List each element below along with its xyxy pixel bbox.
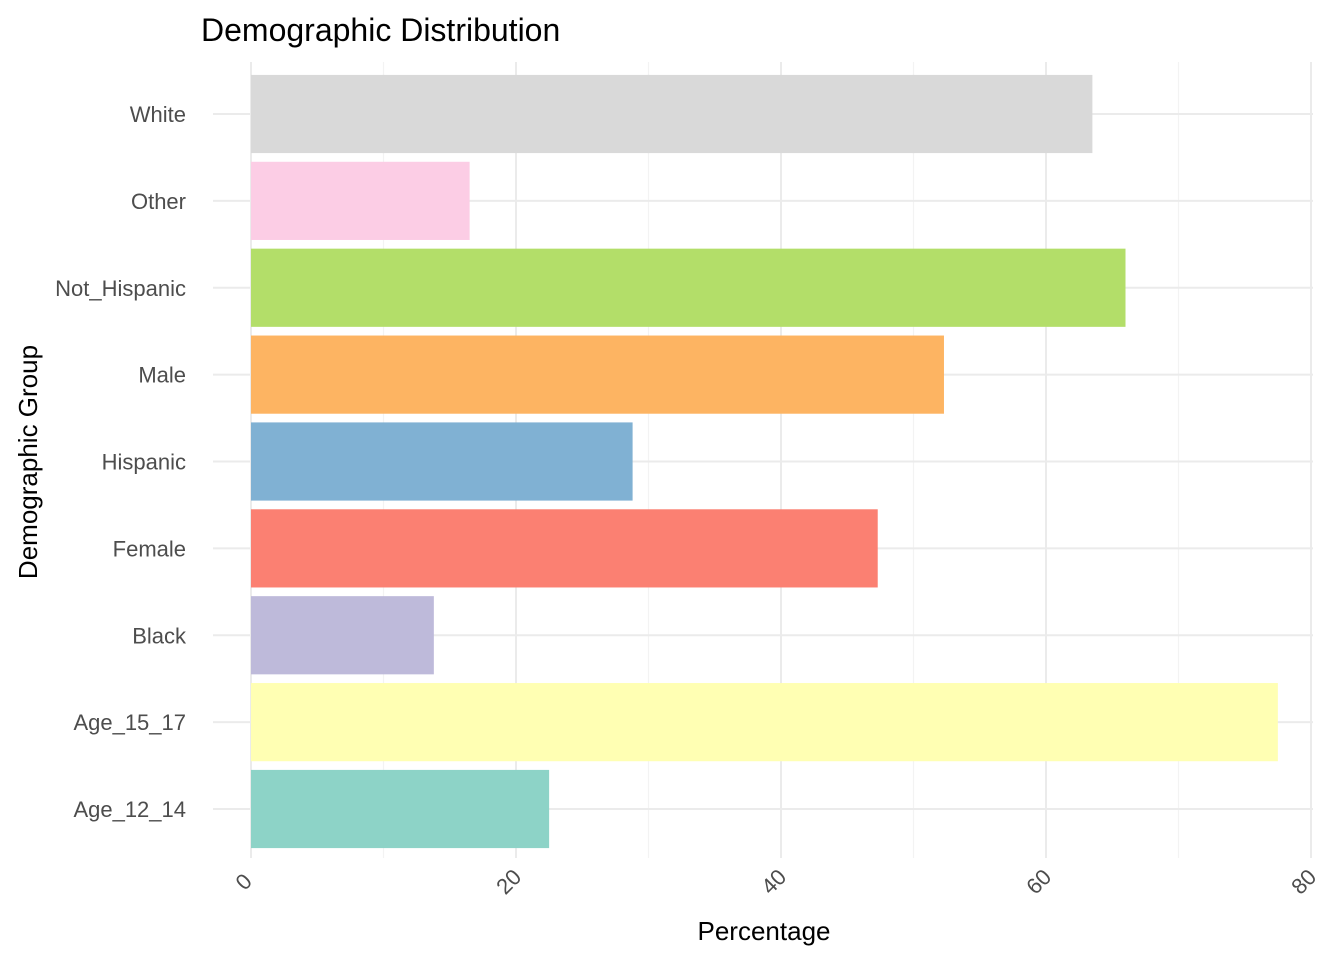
bar-not-hispanic [251,248,1126,327]
bar-other [251,161,470,240]
x-tick-labels: 0 20 40 60 80 [231,864,1322,899]
x-tick-label: 0 [231,869,257,895]
chart-title: Demographic Distribution [201,12,560,48]
bar-black [251,596,434,675]
y-axis-title: Demographic Group [13,345,43,579]
x-tick-label: 60 [1021,864,1056,899]
y-tick-label: Hispanic [102,450,186,475]
x-tick-label: 20 [491,864,526,899]
y-tick-label: White [130,102,186,127]
y-tick-label: Female [113,536,186,561]
bars-layer [251,74,1278,849]
bar-age-12-14 [251,769,550,849]
y-tick-label: Other [131,189,186,214]
bar-male [251,335,944,414]
y-tick-label: Male [138,363,186,388]
bar-age-15-17 [251,683,1278,762]
x-tick-label: 80 [1286,864,1321,899]
y-tick-label: Not_Hispanic [55,276,186,301]
bar-white [251,74,1093,154]
y-tick-label: Age_12_14 [73,797,186,822]
y-tick-labels: Age_12_14 Age_15_17 Black Female Hispanic Mal… [55,102,187,822]
bar-hispanic [251,422,633,501]
y-tick-label: Age_15_17 [73,710,186,735]
bar-female [251,509,878,588]
y-tick-label: Black [132,623,187,648]
x-tick-label: 40 [756,864,791,899]
x-axis-title: Percentage [698,916,831,946]
